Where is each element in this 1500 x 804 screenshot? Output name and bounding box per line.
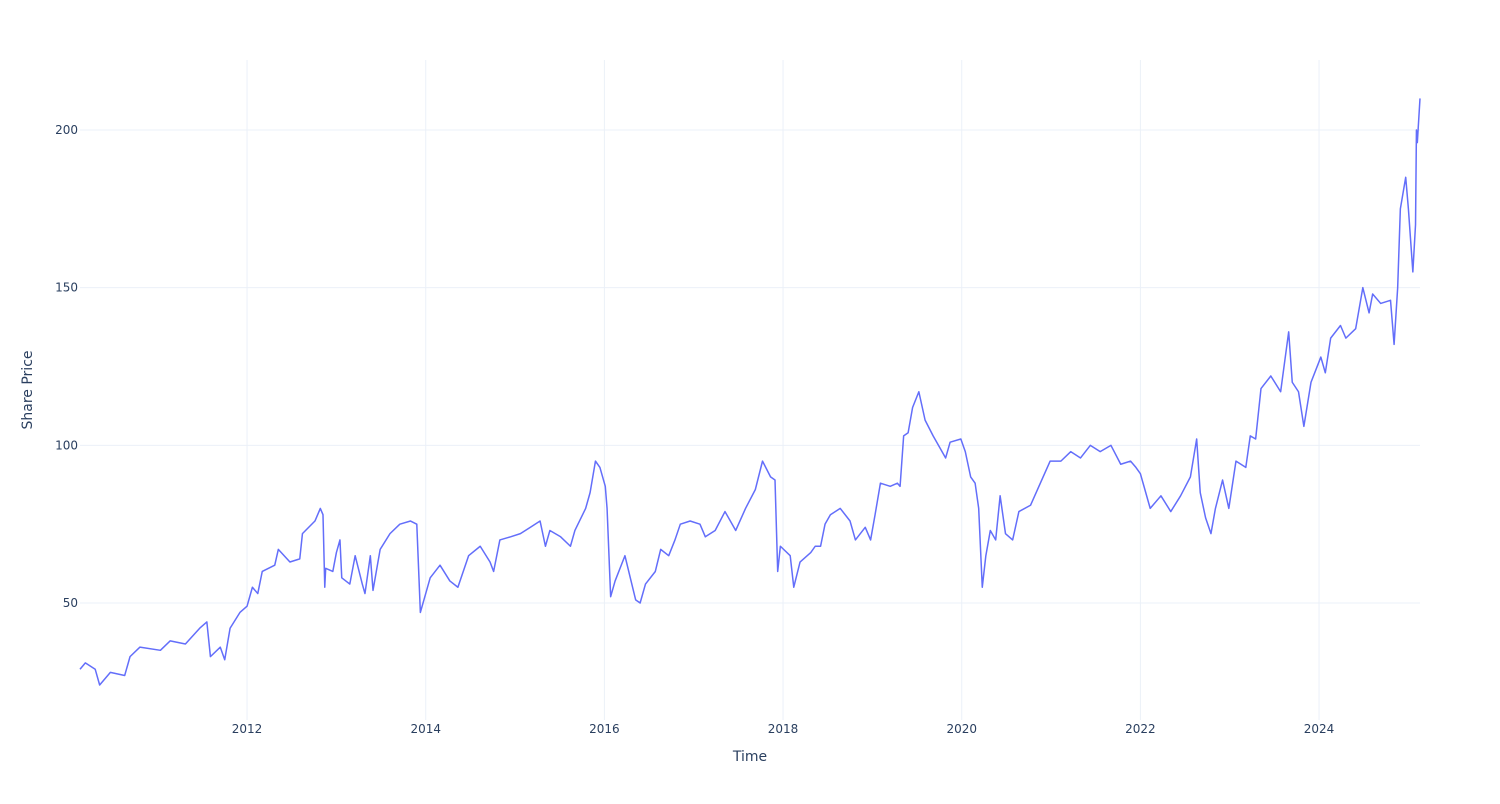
x-tick-label: 2016 [589, 722, 620, 736]
x-tick-label: 2024 [1304, 722, 1335, 736]
y-axis-title: Share Price [20, 350, 36, 429]
x-tick-label: 2020 [946, 722, 977, 736]
x-axis-title: Time [732, 749, 767, 765]
x-tick-label: 2022 [1125, 722, 1156, 736]
y-tick-label: 200 [55, 123, 78, 137]
price-line [79, 98, 1421, 686]
y-tick-label: 100 [55, 438, 78, 452]
y-tick-label: 50 [63, 596, 78, 610]
x-tick-label: 2018 [768, 722, 799, 736]
x-tick-label: 2014 [410, 722, 441, 736]
y-tick-label: 150 [55, 281, 78, 295]
x-tick-label: 2012 [232, 722, 263, 736]
